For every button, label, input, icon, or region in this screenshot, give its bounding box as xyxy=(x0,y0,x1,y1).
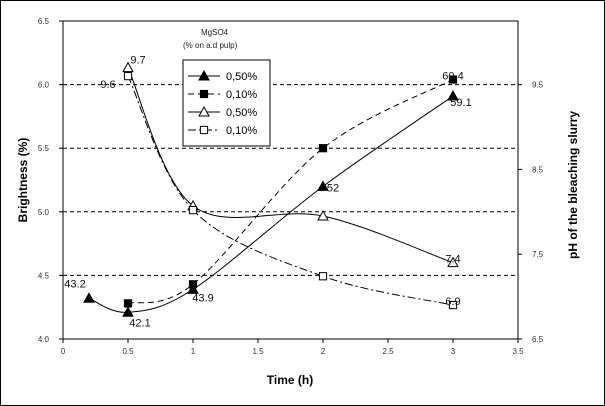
x-tick-label: 0 xyxy=(61,347,66,356)
legend-label: 0,50% xyxy=(226,71,257,83)
legend-title-line2: (% on a.d pulp) xyxy=(183,41,238,50)
data-label: 43.2 xyxy=(64,278,85,290)
legend-label: 0,10% xyxy=(226,125,257,137)
series-2-point xyxy=(448,75,458,84)
series-4-point xyxy=(448,300,458,310)
series-1-point xyxy=(317,180,329,191)
data-label: 6.9 xyxy=(445,296,460,308)
data-label: 60.4 xyxy=(442,71,463,83)
series-markers xyxy=(83,61,459,317)
legend: MgSO4 (% on a.d pulp) 0,50% 0,10% 0,50% 0,1… xyxy=(182,28,271,147)
y2-tick-label: 7.5 xyxy=(532,250,544,259)
x-tick-label: 2.5 xyxy=(382,347,394,356)
y-tick-label: 4.0 xyxy=(38,335,50,344)
series-2-point xyxy=(123,299,133,308)
series-3-point xyxy=(122,61,134,73)
series-1-point xyxy=(447,90,459,101)
y-tick-label: 5.5 xyxy=(38,144,50,153)
legend-label: 0,50% xyxy=(226,107,257,119)
legend-marker xyxy=(199,125,209,135)
y-tick-label: 4.5 xyxy=(38,271,50,280)
x-tick-label: 1.5 xyxy=(252,347,264,356)
x-tick-label: 3.5 xyxy=(512,347,524,356)
x-axis-title: Time (h) xyxy=(267,373,313,387)
y-axis-title: Brightness (%) xyxy=(16,138,30,223)
data-label: 52 xyxy=(327,182,339,194)
series-2-point xyxy=(318,144,328,153)
legend-title-line1: MgSO4 xyxy=(201,28,229,37)
series-3-point xyxy=(447,256,459,268)
y2-tick-label: 8.5 xyxy=(532,165,544,174)
legend-marker xyxy=(199,89,209,99)
data-label: 9.7 xyxy=(130,55,145,67)
y2-tick-label: 9.5 xyxy=(532,81,544,90)
data-label: 7.4 xyxy=(445,254,460,266)
legend-label: 0,10% xyxy=(226,89,257,101)
data-label: 59.1 xyxy=(450,97,471,109)
series-1-point xyxy=(187,283,199,294)
tick-labels: 0 0.5 1 1.5 2 2.5 3 3.5 4.0 4.5 5.0 5.5 6.0 6.5 6.5 7.5… xyxy=(38,17,544,356)
series-1-point xyxy=(122,306,134,317)
x-tick-label: 2 xyxy=(321,347,326,356)
y-tick-label: 6.0 xyxy=(38,81,50,90)
series-2-point xyxy=(188,280,198,289)
y2-axis-title: pH of the bleaching slurry xyxy=(566,111,580,259)
series-3-point xyxy=(317,210,329,221)
x-tick-label: 1 xyxy=(191,347,196,356)
x-tick-label: 3 xyxy=(451,347,456,356)
y2-tick-label: 6.5 xyxy=(532,335,544,344)
series-1-point xyxy=(83,292,95,303)
data-label: 9.6 xyxy=(100,79,115,91)
y-tick-label: 6.5 xyxy=(38,17,50,26)
legend-marker xyxy=(198,69,210,81)
series-4-point xyxy=(188,206,198,215)
data-labels: 43.2 42.1 43.9 52 59.1 60.4 9.7 7.4 9.6 6.9 xyxy=(64,55,471,330)
series-4-point xyxy=(318,272,328,281)
x-tick-label: 0.5 xyxy=(122,347,134,356)
plot-area xyxy=(62,20,519,340)
data-label: 43.9 xyxy=(192,292,213,304)
legend-marker xyxy=(198,105,210,117)
data-label: 42.1 xyxy=(129,317,150,329)
y-tick-label: 5.0 xyxy=(38,208,50,217)
legend-box xyxy=(182,59,271,147)
series-line-4 xyxy=(127,75,454,306)
series-line-3 xyxy=(127,67,454,264)
legend-items: 0,50% 0,10% 0,50% 0,10% xyxy=(188,69,257,137)
series-4-point xyxy=(123,72,133,81)
